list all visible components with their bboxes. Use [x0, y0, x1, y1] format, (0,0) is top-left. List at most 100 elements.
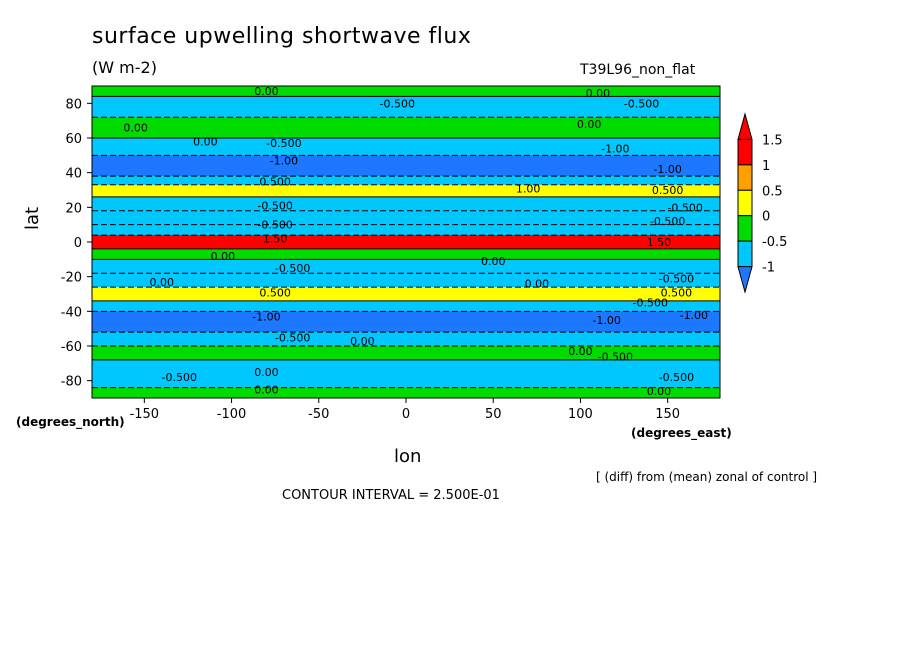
heatmap-band [92, 387, 720, 398]
colorbar-label: 0 [762, 210, 770, 225]
contour-label: -0.500 [275, 262, 310, 275]
heatmap-band [92, 311, 720, 333]
heatmap-band [92, 210, 720, 225]
contour-label: -0.500 [659, 272, 694, 285]
contour-label: 0.00 [254, 383, 279, 396]
x-tick-label: 150 [655, 407, 680, 422]
heatmap-band [92, 224, 720, 236]
run-label: T39L96_non_flat [580, 62, 696, 78]
contour-label: 1.50 [263, 233, 288, 246]
x-tick-label: 50 [485, 407, 502, 422]
contour-label: -0.500 [650, 215, 685, 228]
y-tick-label: -40 [61, 305, 82, 320]
heatmap-band [92, 287, 720, 301]
contour-label: 1.00 [516, 182, 541, 195]
heatmap-band [92, 273, 720, 288]
contour-label: 0.00 [350, 335, 375, 348]
contour-label: 0.500 [652, 184, 684, 197]
contour-label: -0.500 [275, 331, 310, 344]
contour-label: 0.00 [193, 135, 218, 148]
contour-label: -1.00 [601, 142, 629, 155]
y-tick-label: 20 [65, 201, 82, 216]
contour-label: -1.00 [680, 309, 708, 322]
heatmap-band [92, 86, 720, 97]
contour-label: 0.00 [481, 255, 506, 268]
contour-label: 0.00 [586, 87, 611, 100]
heatmap-band [92, 196, 720, 211]
contour-label: 0.00 [211, 250, 236, 263]
x-tick-label: -150 [130, 407, 160, 422]
y-tick-label: 80 [65, 97, 82, 112]
diff-note: [ (diff) from (mean) zonal of control ] [596, 470, 818, 484]
heatmap-band [92, 359, 720, 388]
contour-label: -0.500 [266, 137, 301, 150]
contour-label: -0.500 [632, 297, 667, 310]
heatmap-band [92, 184, 720, 197]
contour-label: 0.00 [254, 85, 279, 98]
colorbar-label: 0.5 [762, 184, 783, 199]
contour-label: 1.50 [647, 236, 672, 249]
contour-label: -1.00 [270, 155, 298, 168]
contour-label: 0.00 [254, 366, 279, 379]
colorbar-segment [737, 189, 753, 217]
colorbar-segment [737, 215, 753, 242]
colorbar-segment [737, 138, 753, 166]
colorbar-segment [737, 240, 753, 268]
contour-label: -0.500 [667, 201, 702, 214]
colorbar-label: 1.5 [762, 133, 783, 148]
contour-interval: CONTOUR INTERVAL = 2.500E-01 [282, 488, 500, 503]
x-axis-label: lon [394, 446, 422, 467]
contour-label: 0.00 [150, 276, 175, 289]
heatmap-band [92, 332, 720, 346]
contour-label: 0.00 [568, 345, 593, 358]
y-tick-label: 60 [65, 132, 82, 147]
chart-units: (W m-2) [92, 58, 157, 77]
contour-label: -1.00 [592, 314, 620, 327]
contour-label: 0.00 [123, 122, 148, 135]
contour-label: -0.500 [598, 350, 633, 363]
y-tick-label: -20 [61, 271, 82, 286]
y-tick-label: 40 [65, 167, 82, 182]
y-tick-label: -80 [61, 375, 82, 390]
heatmap-band [92, 346, 720, 360]
contour-label: -1.00 [252, 311, 280, 324]
x-tick-label: -100 [217, 407, 247, 422]
colorbar-label: -1 [762, 261, 775, 276]
x-tick-label: 100 [568, 407, 593, 422]
contour-label: 0.00 [577, 118, 602, 131]
x-tick-label: -50 [308, 407, 329, 422]
heatmap-band [92, 155, 720, 177]
contour-label: 0.500 [259, 286, 291, 299]
heatmap-band [92, 96, 720, 118]
contour-label: -1.00 [653, 163, 681, 176]
chart-title: surface upwelling shortwave flux [92, 24, 472, 49]
colorbar-extend-high [737, 112, 753, 140]
contour-label: -0.500 [161, 371, 196, 384]
heatmap-band [92, 248, 720, 260]
contour-label: -0.500 [380, 97, 415, 110]
x-tick-label: 0 [402, 407, 410, 422]
heatmap-band [92, 235, 720, 249]
contour-label: 0.00 [647, 385, 672, 398]
contour-label: -0.500 [257, 200, 292, 213]
heatmap-band [92, 300, 720, 312]
contour-label: -0.500 [659, 371, 694, 384]
heatmap-band [92, 176, 720, 185]
contour-label: 0.00 [525, 278, 550, 291]
colorbar-extend-low [737, 266, 753, 294]
contour-label: -0.500 [624, 97, 659, 110]
y-tick-label: 0 [74, 236, 82, 251]
colorbar-label: -0.5 [762, 235, 787, 250]
colorbar-segment [737, 164, 753, 191]
contour-label: 0.500 [661, 286, 693, 299]
heatmap-band [92, 138, 720, 156]
colorbar-label: 1 [762, 159, 770, 174]
x-axis-units: (degrees_east) [631, 426, 732, 440]
heatmap-band [92, 117, 720, 138]
y-axis-units: (degrees_north) [16, 415, 125, 429]
contour-label: 0.500 [259, 175, 291, 188]
y-tick-label: -60 [61, 340, 82, 355]
contour-label: -0.500 [257, 219, 292, 232]
heatmap-band [92, 259, 720, 274]
